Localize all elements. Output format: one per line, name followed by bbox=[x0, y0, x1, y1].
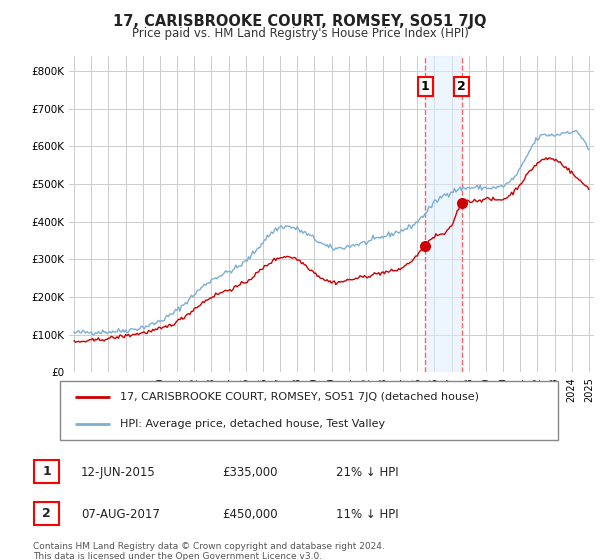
Text: 1: 1 bbox=[421, 80, 430, 92]
Text: 2: 2 bbox=[42, 507, 51, 520]
Text: HPI: Average price, detached house, Test Valley: HPI: Average price, detached house, Test… bbox=[120, 419, 385, 429]
Text: 12-JUN-2015: 12-JUN-2015 bbox=[81, 465, 156, 479]
Text: 17, CARISBROOKE COURT, ROMSEY, SO51 7JQ: 17, CARISBROOKE COURT, ROMSEY, SO51 7JQ bbox=[113, 14, 487, 29]
Text: Contains HM Land Registry data © Crown copyright and database right 2024.
This d: Contains HM Land Registry data © Crown c… bbox=[33, 542, 385, 560]
Text: Price paid vs. HM Land Registry's House Price Index (HPI): Price paid vs. HM Land Registry's House … bbox=[131, 27, 469, 40]
Text: £335,000: £335,000 bbox=[222, 465, 277, 479]
Text: 11% ↓ HPI: 11% ↓ HPI bbox=[336, 507, 398, 521]
Bar bbox=[425, 56, 461, 372]
Text: 21% ↓ HPI: 21% ↓ HPI bbox=[336, 465, 398, 479]
Text: £450,000: £450,000 bbox=[222, 507, 278, 521]
Text: 2: 2 bbox=[457, 80, 466, 92]
Text: 07-AUG-2017: 07-AUG-2017 bbox=[81, 507, 160, 521]
Text: 17, CARISBROOKE COURT, ROMSEY, SO51 7JQ (detached house): 17, CARISBROOKE COURT, ROMSEY, SO51 7JQ … bbox=[120, 391, 479, 402]
Text: 1: 1 bbox=[42, 465, 51, 478]
